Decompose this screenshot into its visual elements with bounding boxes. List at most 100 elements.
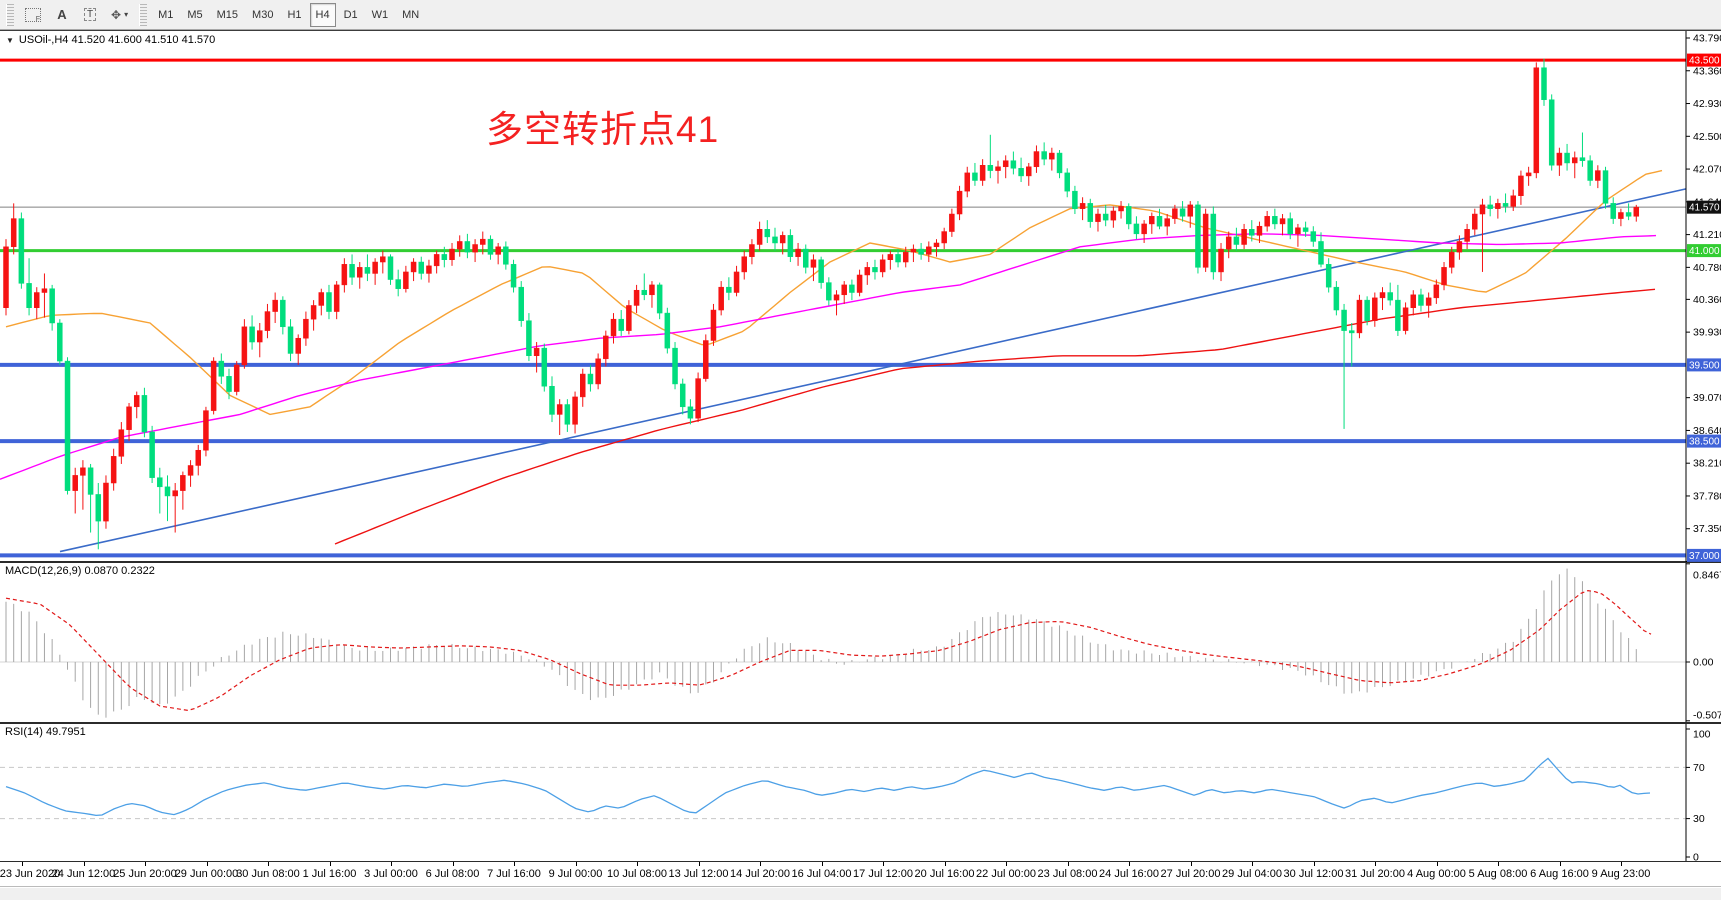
svg-text:40.780: 40.780 [1693,262,1721,274]
arrange-windows-button[interactable]: ✥ ▾ [105,3,134,27]
svg-text:37.350: 37.350 [1693,523,1721,535]
toolbar-grip[interactable] [6,3,14,26]
svg-text:41.210: 41.210 [1693,229,1721,241]
svg-text:39.070: 39.070 [1693,392,1721,404]
svg-text:42.930: 42.930 [1693,98,1721,110]
time-axis-label: 29 Jun 00:00 [174,868,239,880]
macd-chart[interactable]: 0.8467 0.00 -0.5072 [0,563,1721,722]
time-axis-tick [883,862,884,866]
timeframe-button-h1[interactable]: H1 [287,8,302,21]
text-label-icon: A [57,7,67,22]
time-axis-tick [575,862,577,866]
svg-text:38.500: 38.500 [1689,437,1720,448]
time-axis-tick [1436,862,1438,866]
time-axis-tick [1067,862,1069,866]
rsi-chart[interactable]: 100 70 30 0 [0,724,1721,861]
time-axis-tick [206,862,208,866]
timeframe-button-m5[interactable]: M5 [187,8,203,21]
time-axis-label: 6 Aug 16:00 [1530,868,1589,880]
svg-text:43.500: 43.500 [1689,56,1720,67]
timeframe-button-h4[interactable]: H4 [309,2,336,27]
time-axis-label: 24 Jun 12:00 [51,868,116,880]
time-axis-tick [1129,862,1130,866]
svg-text:37.780: 37.780 [1693,490,1721,502]
time-axis-label: 9 Aug 23:00 [1591,868,1651,880]
time-axis-tick [1375,862,1376,866]
time-axis-label: 24 Jul 16:00 [1099,868,1159,880]
time-axis-label: 30 Jun 08:00 [236,868,300,880]
time-axis-label: 29 Jul 04:00 [1222,868,1282,880]
price-chart-pane[interactable]: 43.79043.36042.93042.50042.07041.64041.2… [0,30,1721,563]
toolbar-grip[interactable] [139,3,148,26]
svg-text:38.210: 38.210 [1693,458,1721,470]
chevron-down-icon: ▼ [6,35,14,45]
arrange-windows-icon: ✥ [111,7,122,22]
svg-text:0: 0 [1693,852,1699,862]
timeframe-button-m30[interactable]: M30 [252,8,274,21]
time-axis[interactable]: 23 Jun 2020 24 Jun 12:00 25 Jun 20:00 29 Ju… [0,862,1721,887]
chevron-down-icon: ▾ [124,10,129,19]
time-axis-tick [22,862,23,866]
time-axis-label: 17 Jul 12:00 [853,868,913,880]
time-axis-tick [83,862,85,866]
text-box-button[interactable]: T [77,3,103,27]
time-axis-label: 22 Jul 00:00 [976,868,1036,880]
svg-text:30: 30 [1693,813,1705,825]
rsi-header-label: RSI(14) 49.7951 [5,726,86,738]
time-axis-tick [1313,862,1315,866]
svg-text:43.790: 43.790 [1693,33,1721,45]
svg-text:42.070: 42.070 [1693,164,1721,176]
symbol-title[interactable]: ▼ USOil-,H4 41.520 41.600 41.510 41.570 [6,34,215,46]
indicator-window-button[interactable]: F [19,3,47,27]
time-axis-label: 4 Aug 00:00 [1407,868,1466,880]
time-axis-label: 30 Jul 12:00 [1283,868,1344,880]
timeframe-button-w1[interactable]: W1 [371,8,389,21]
svg-text:38.640: 38.640 [1693,425,1721,437]
time-axis-tick [1621,862,1622,866]
time-axis-tick [329,862,331,866]
time-axis-tick [1498,862,1499,866]
time-axis-label: 14 Jul 20:00 [730,868,790,880]
chart-annotation-text: 多空转折点41 [486,109,720,150]
time-axis-tick [821,862,823,866]
svg-text:43.360: 43.360 [1693,65,1721,77]
time-axis-tick [760,862,761,866]
timeframe-button-m1[interactable]: M1 [158,8,174,21]
window-bottom-strip [0,888,1721,900]
svg-text:100: 100 [1693,729,1711,741]
rsi-indicator-pane[interactable]: 100 70 30 0 RSI(14) 49.7951 [0,724,1721,862]
time-axis-label: 23 Jul 08:00 [1037,868,1098,880]
svg-text:39.500: 39.500 [1689,360,1720,371]
time-axis-label: 31 Jul 20:00 [1345,868,1405,880]
time-axis-label: 1 Jul 16:00 [302,868,357,880]
text-box-icon: T [83,8,97,21]
time-axis-label: 23 Jun 2020 [0,868,61,880]
svg-text:0.00: 0.00 [1693,657,1714,669]
top-toolbar: F A T ✥ ▾ M1 M5 M15 M30 H1 H4 D1 W1 MN [0,0,1721,30]
time-axis-tick [145,862,146,866]
time-axis-label: 10 Jul 08:00 [607,868,667,880]
svg-text:41.570: 41.570 [1689,203,1720,214]
candlestick-chart[interactable]: 43.79043.36042.93042.50042.07041.64041.2… [0,31,1721,562]
indicator-window-icon: F [25,7,41,23]
time-axis-tick [514,862,515,866]
macd-indicator-pane[interactable]: 0.8467 0.00 -0.5072 MACD(12,26,9) 0.0870 0… [0,563,1721,724]
svg-text:41.000: 41.000 [1689,246,1720,257]
timeframe-button-mn[interactable]: MN [402,8,420,21]
time-axis-label: 25 Jun 20:00 [113,868,177,880]
svg-text:40.360: 40.360 [1693,294,1721,306]
time-axis-tick [268,862,269,866]
timeframe-button-d1[interactable]: D1 [343,8,358,21]
time-axis-tick [1559,862,1561,866]
time-axis-label: 6 Jul 08:00 [425,868,480,880]
svg-text:39.930: 39.930 [1693,327,1721,339]
time-axis-label: 3 Jul 00:00 [364,868,418,880]
text-label-button[interactable]: A [49,3,75,27]
time-axis-tick [637,862,638,866]
timeframe-button-m15[interactable]: M15 [216,8,239,21]
symbol-ohlc-text: USOil-,H4 41.520 41.600 41.510 41.570 [18,34,216,46]
svg-text:37.000: 37.000 [1689,551,1720,562]
time-axis-label: 20 Jul 16:00 [914,868,975,880]
time-axis-tick [1252,862,1253,866]
time-axis-label: 5 Aug 08:00 [1468,868,1528,880]
